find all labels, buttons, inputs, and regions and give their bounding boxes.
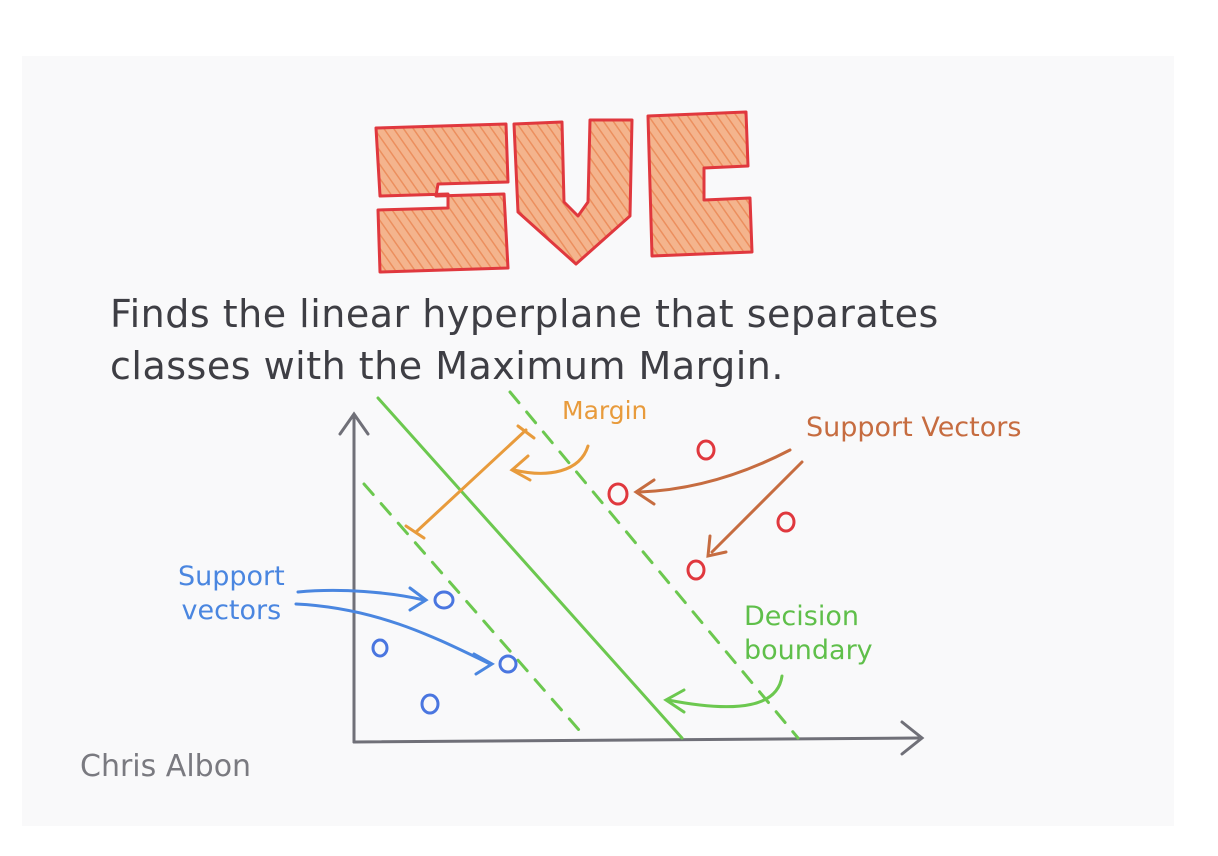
blue-point [420,693,440,715]
decision-line-1: Decision [744,601,859,632]
y-axis-arrowhead [338,411,370,436]
upper-margin-line [508,390,800,740]
blue-class-points [371,590,518,715]
margin-indicator [404,424,590,540]
author-signature: Chris Albon [80,749,252,784]
blue-support-vector [498,654,518,674]
red-point [776,511,796,533]
red-support-vector [686,559,706,581]
blue-support-vector [433,590,455,610]
axes [338,411,925,756]
arrowhead [706,534,728,558]
description-text: Finds the linear hyperplane that separat… [110,288,1070,392]
lower-margin-line [362,482,588,740]
red-support-vector-arrows [633,448,804,558]
blue-support-vector-arrows [294,586,495,676]
description-line-1: Finds the linear hyperplane that separat… [110,292,939,336]
support-vectors-label-red: Support Vectors [806,412,1022,443]
hyperplane-lines [362,390,800,740]
decision-boundary-line [376,396,684,740]
margin-arrowhead [509,454,532,482]
support-vectors-label-blue: Support vectors [178,560,285,628]
x-axis-arrowhead [900,720,925,756]
title-letter-v [512,118,634,266]
title-letter-c [646,110,754,258]
decision-line-2: boundary [744,635,873,666]
arrow-to-red-sv-2 [710,460,804,554]
arrowhead [472,652,495,676]
title-svc-logo [374,110,754,274]
margin-end-cap-high [516,424,536,440]
arrow-to-blue-sv-1 [296,588,426,602]
support-vectors-blue-line-1: Support [178,561,285,592]
support-vectors-blue-line-2: vectors [181,595,282,626]
decision-boundary-arrow [663,674,784,714]
margin-end-cap-low [404,524,426,540]
margin-arrow [512,444,590,475]
x-axis [352,736,920,744]
arrow-to-red-sv-1 [638,448,792,494]
description-line-2: classes with the Maximum Margin. [110,344,784,388]
decision-boundary-label: Decision boundary [744,600,873,668]
margin-span-line [414,428,528,534]
title-letter-s [374,122,510,274]
red-point [696,439,716,461]
blue-point [371,638,389,658]
red-support-vector [607,482,629,506]
red-class-points [607,439,796,581]
arrow-to-blue-sv-2 [294,602,492,666]
arrowhead [408,586,429,612]
arrowhead [633,478,656,506]
margin-label: Margin [562,396,648,425]
